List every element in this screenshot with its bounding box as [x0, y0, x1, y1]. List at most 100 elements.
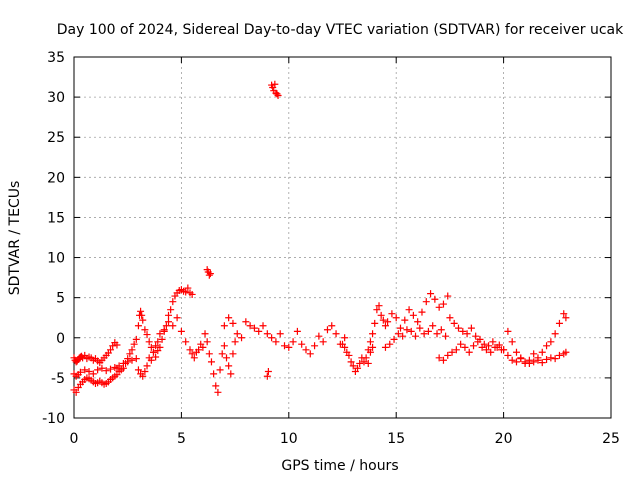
data-point [167, 306, 175, 314]
data-point [250, 324, 258, 332]
data-point [199, 343, 207, 351]
data-point [512, 358, 520, 366]
data-point [543, 355, 551, 363]
data-point [489, 338, 497, 346]
data-point [433, 330, 441, 338]
data-point [562, 348, 570, 356]
data-point [139, 316, 147, 324]
data-point [409, 311, 417, 319]
data-point [431, 295, 439, 303]
data-point [394, 330, 402, 338]
data-point [347, 358, 355, 366]
data-point [341, 334, 349, 342]
data-point [165, 318, 173, 326]
data-point [128, 356, 136, 364]
data-point [72, 388, 80, 396]
data-point [412, 332, 420, 340]
data-point [293, 327, 301, 335]
data-point [149, 348, 157, 356]
data-point [407, 327, 415, 335]
data-point [517, 355, 525, 363]
data-point [158, 335, 166, 343]
data-point [482, 346, 490, 354]
data-point [134, 322, 142, 330]
y-tick-label: -10 [42, 411, 65, 427]
data-point [281, 342, 289, 350]
y-tick-label: 0 [56, 331, 65, 347]
data-point [255, 327, 263, 335]
data-point [381, 322, 389, 330]
data-point [439, 356, 447, 364]
data-point [390, 335, 398, 343]
x-tick-label: 0 [70, 431, 79, 447]
data-point [132, 335, 140, 343]
data-point [289, 338, 297, 346]
data-point [173, 314, 181, 322]
data-point [276, 330, 284, 338]
data-point [207, 358, 215, 366]
data-point [190, 354, 198, 362]
data-point [504, 327, 512, 335]
data-point [508, 338, 516, 346]
data-point [126, 350, 134, 358]
data-point [521, 358, 529, 366]
data-point [152, 342, 160, 350]
data-point [470, 342, 478, 350]
data-point [188, 350, 196, 358]
data-point [487, 348, 495, 356]
data-point [422, 298, 430, 306]
data-point [401, 316, 409, 324]
data-point [107, 346, 115, 354]
x-tick-label: 20 [495, 431, 513, 447]
data-point [366, 338, 374, 346]
data-point [388, 310, 396, 318]
data-point [424, 327, 432, 335]
data-point [551, 355, 559, 363]
data-point [362, 354, 370, 362]
data-point [229, 319, 237, 327]
data-point [373, 306, 381, 314]
data-point [147, 343, 155, 351]
data-point [555, 319, 563, 327]
data-point [459, 327, 467, 335]
data-point [156, 343, 164, 351]
data-point [227, 370, 235, 378]
data-point [212, 382, 220, 390]
data-point [107, 365, 115, 373]
data-point [225, 362, 233, 370]
y-tick-label: 10 [47, 251, 65, 267]
data-point [188, 290, 196, 298]
data-point [364, 359, 372, 367]
data-point [231, 338, 239, 346]
data-point [442, 332, 450, 340]
y-tick-label: 15 [47, 210, 65, 226]
data-point [139, 372, 147, 380]
data-point [525, 359, 533, 367]
data-point [165, 311, 173, 319]
data-point [195, 346, 203, 354]
data-point [311, 342, 319, 350]
data-point [534, 356, 542, 364]
data-point [377, 311, 385, 319]
data-point [530, 358, 538, 366]
data-point [246, 322, 254, 330]
data-point [405, 306, 413, 314]
data-point [369, 343, 377, 351]
data-point [306, 350, 314, 358]
data-point [364, 346, 372, 354]
x-tick-label: 5 [177, 431, 186, 447]
y-tick-label: 35 [47, 50, 65, 66]
data-point [384, 318, 392, 326]
data-point [98, 364, 106, 372]
data-point [392, 314, 400, 322]
data-point [349, 362, 357, 370]
data-point [463, 330, 471, 338]
data-point [427, 290, 435, 298]
data-point [152, 353, 160, 361]
data-point [341, 343, 349, 351]
data-point [375, 302, 383, 310]
data-point [203, 338, 211, 346]
data-point [119, 364, 127, 372]
data-point [89, 370, 97, 378]
data-point [205, 271, 213, 279]
